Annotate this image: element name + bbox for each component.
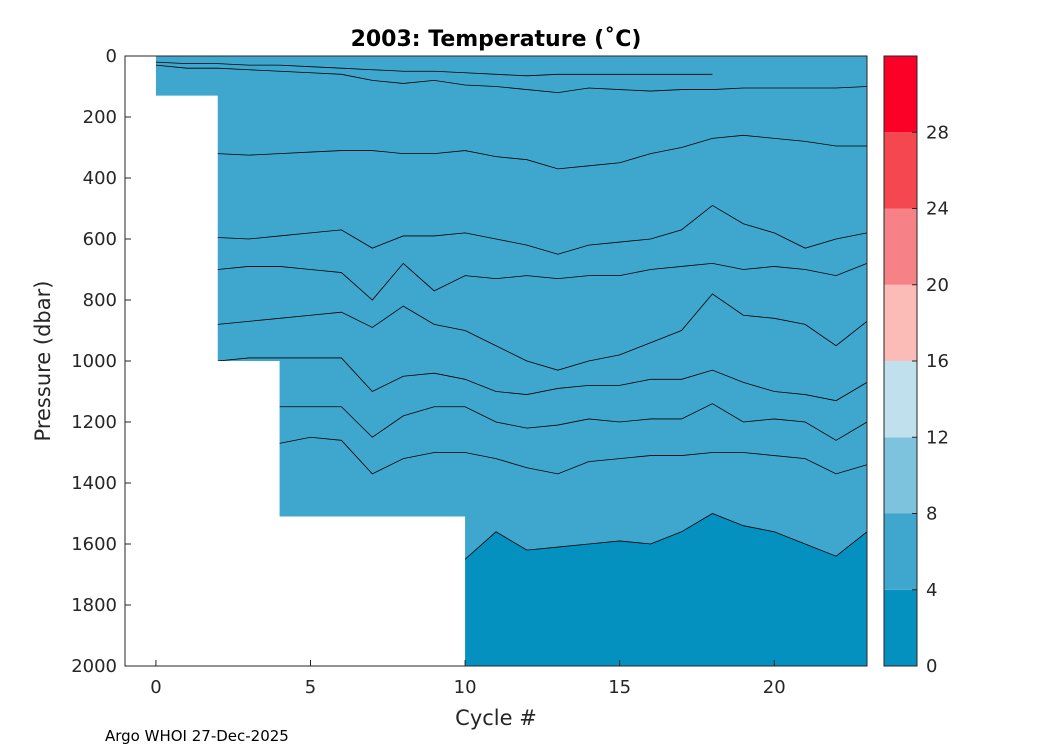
contour-fill-layer — [155, 56, 867, 666]
y-axis-ticks: 0 200 400 600 800 1000 1200 1400 1600 1800 2000 — [71, 46, 131, 677]
x-tick-label: 15 — [608, 677, 631, 698]
y-tick-label: 0 — [106, 46, 117, 67]
colorbar-tick-label: 24 — [926, 199, 949, 220]
colorbar-band — [884, 589, 917, 666]
chart-title: 2003: Temperature (˚C) — [351, 27, 642, 52]
x-axis-label: Cycle # — [455, 706, 537, 730]
colorbar-tick-label: 12 — [926, 427, 949, 448]
y-tick-label: 400 — [83, 168, 117, 189]
isotherm-16 — [155, 61, 713, 77]
no-data-mask — [125, 56, 466, 666]
y-tick-label: 600 — [83, 229, 117, 250]
y-tick-label: 1600 — [71, 534, 117, 555]
y-tick-label: 200 — [83, 107, 117, 128]
colorbar-tick-label: 28 — [926, 122, 949, 143]
y-tick-label: 1800 — [71, 595, 117, 616]
x-tick-label: 0 — [150, 677, 161, 698]
x-tick-label: 10 — [454, 677, 477, 698]
colorbar-tick-label: 20 — [926, 275, 949, 296]
colorbar: 0 4 8 12 16 20 24 28 — [883, 55, 949, 677]
y-tick-label: 1200 — [71, 412, 117, 433]
colorbar-band — [884, 56, 917, 133]
colorbar-ticks: 0 4 8 12 16 20 24 28 — [912, 122, 949, 677]
band-fill-4 — [155, 56, 867, 581]
isotherm-9 — [155, 262, 868, 301]
y-tick-label: 1000 — [71, 351, 117, 372]
footer-credit: Argo WHOI 27-Dec-2025 — [105, 727, 289, 745]
colorbar-band — [884, 437, 917, 514]
colorbar-tick-label: 4 — [926, 580, 937, 601]
colorbar-band — [884, 208, 917, 285]
x-axis-ticks: 0 5 10 15 20 — [150, 660, 786, 698]
y-tick-label: 2000 — [71, 656, 117, 677]
x-tick-label: 5 — [305, 677, 316, 698]
colorbar-tick-label: 0 — [926, 656, 937, 677]
colorbar-band — [884, 361, 917, 438]
isotherm-7 — [155, 357, 868, 402]
colorbar-tick-label: 8 — [926, 504, 937, 525]
isotherm-10 — [155, 204, 868, 255]
x-tick-label: 20 — [763, 677, 786, 698]
y-tick-label: 800 — [83, 290, 117, 311]
plot-area: 0 5 10 15 20 0 200 400 600 800 1000 1200 1400 1600 18… — [71, 46, 868, 698]
contour-line-layer — [125, 56, 868, 666]
colorbar-tick-label: 16 — [926, 351, 949, 372]
colorbar-band — [884, 513, 917, 590]
colorbar-band — [884, 132, 917, 209]
isotherm-8 — [155, 293, 868, 371]
isotherm-14 — [155, 64, 868, 94]
colorbar-band — [884, 284, 917, 361]
y-axis-label: Pressure (dbar) — [31, 281, 55, 442]
colorbar-bands — [884, 56, 917, 666]
isotherm-12 — [155, 134, 867, 170]
y-tick-label: 1400 — [71, 473, 117, 494]
